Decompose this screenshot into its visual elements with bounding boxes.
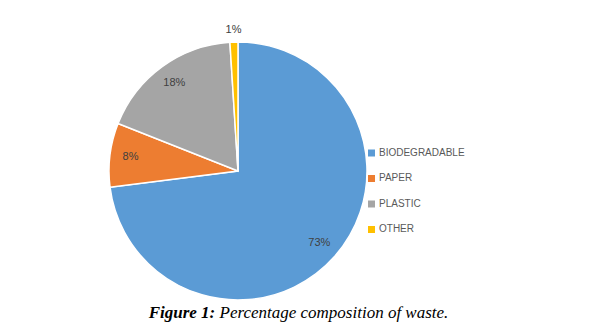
- caption-label: Figure 1:: [149, 303, 216, 322]
- legend: BIODEGRADABLE PAPER PLASTIC OTHER: [368, 147, 465, 235]
- caption-text: Percentage composition of waste.: [220, 303, 449, 322]
- data-labels: 73% 8% 18% 1%: [123, 23, 331, 248]
- legend-swatch: [368, 226, 375, 233]
- legend-swatch: [368, 175, 375, 182]
- legend-label: BIODEGRADABLE: [379, 147, 465, 158]
- data-label: 1%: [226, 23, 242, 35]
- data-label: 73%: [308, 236, 330, 248]
- data-label: 18%: [163, 76, 185, 88]
- legend-label: OTHER: [379, 223, 414, 234]
- caption: Figure 1: Percentage composition of wast…: [0, 303, 597, 323]
- pie-slice: [230, 42, 238, 171]
- pie-slice: [118, 42, 238, 171]
- legend-label: PLASTIC: [379, 198, 421, 209]
- legend-label: PAPER: [379, 172, 412, 183]
- data-label: 8%: [123, 150, 139, 162]
- slices: [109, 42, 367, 300]
- chart: 73% 8% 18% 1% BIODEGRADABLE PAPER PLASTIC OTHER: [0, 0, 597, 336]
- legend-swatch: [368, 150, 375, 157]
- legend-swatch: [368, 201, 375, 208]
